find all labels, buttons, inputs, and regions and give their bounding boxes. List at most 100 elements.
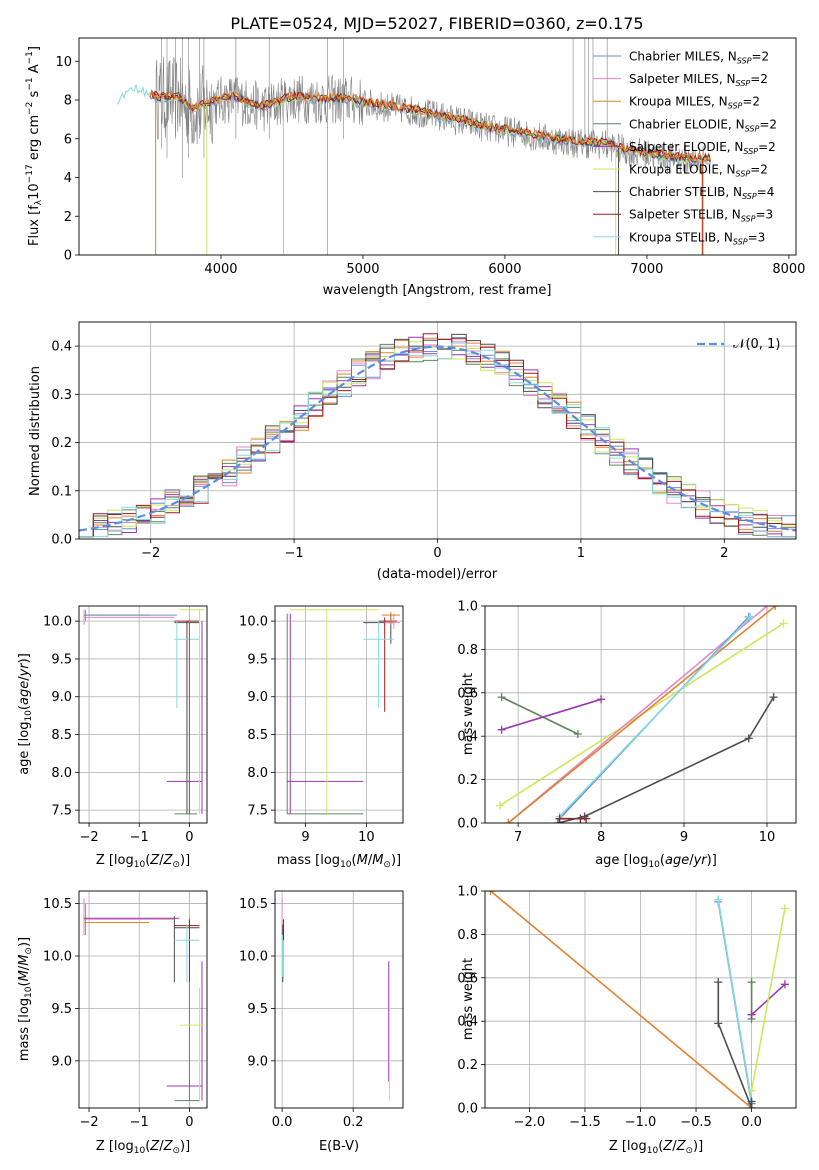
- y-tick-label: 7.5: [247, 804, 268, 819]
- x-tick-label: −2.0: [514, 1115, 546, 1130]
- plot-area: [79, 333, 796, 538]
- y-tick-label: 0.4: [457, 1015, 478, 1030]
- y-tick-label: 2: [64, 210, 72, 225]
- weight-marker: [555, 814, 564, 823]
- x-tick-label: 0: [433, 546, 441, 561]
- x-tick-label: −2: [79, 830, 98, 845]
- legend-label: Salpeter STELIB, NSSP=3: [629, 208, 773, 224]
- legend-label: Chabrier MILES, NSSP=2: [629, 50, 769, 66]
- weight-marker: [747, 1086, 756, 1095]
- figure-title: PLATE=0524, MJD=52027, FIBERID=0360, z=0…: [230, 14, 643, 33]
- y-tick-label: 9.5: [247, 1002, 268, 1017]
- mass-age-xlabel: mass [log10(M/M⊙)]: [277, 853, 401, 870]
- plot-area: [286, 609, 400, 815]
- legend-label: Chabrier ELODIE, NSSP=2: [629, 117, 777, 133]
- legend-label: Kroupa ELODIE, NSSP=2: [629, 163, 768, 179]
- weight-marker: [597, 695, 606, 704]
- residual-xlabel: (data-model)/error: [377, 567, 498, 582]
- x-tick-label: −1.0: [625, 1115, 657, 1130]
- axes-frame: [484, 605, 797, 824]
- plot-area: [486, 891, 789, 1108]
- y-tick-label: 1.0: [457, 885, 478, 900]
- x-tick-label: 5000: [346, 262, 379, 277]
- weight-marker: [497, 725, 506, 734]
- x-tick-label: −2: [79, 1115, 98, 1130]
- y-tick-label: 0.4: [457, 730, 478, 745]
- weight-marker: [714, 895, 723, 904]
- residual-histogram: [79, 343, 796, 538]
- weight-marker: [747, 978, 756, 987]
- ebv-mass-xlabel: E(B-V): [319, 1139, 359, 1154]
- weight-marker: [573, 730, 582, 739]
- y-tick-label: 0.8: [457, 928, 478, 943]
- y-tick-label: 9.0: [247, 690, 268, 705]
- y-tick-label: 9.0: [51, 690, 72, 705]
- weight-marker: [762, 606, 771, 610]
- axes-frame: [274, 890, 404, 1109]
- y-tick-label: 0.8: [457, 643, 478, 658]
- y-tick-label: 9.5: [247, 652, 268, 667]
- weight-marker: [747, 1097, 756, 1106]
- y-tick-label: 0: [64, 249, 72, 264]
- weight-marker: [744, 734, 753, 743]
- weight-line: [750, 908, 786, 1091]
- spectrum-xlabel: wavelength [Angstrom, rest frame]: [323, 283, 552, 298]
- axes-frame: [78, 321, 797, 540]
- plot-area: [83, 609, 205, 815]
- weight-marker: [746, 612, 755, 621]
- weight-line: [507, 606, 768, 823]
- legend-label: Salpeter ELODIE, NSSP=2: [629, 140, 776, 156]
- weight-marker: [504, 819, 513, 823]
- x-tick-label: 9: [301, 830, 309, 845]
- plot-area: [116, 38, 711, 255]
- y-tick-label: 1.0: [457, 600, 478, 615]
- y-tick-label: 0.0: [457, 817, 478, 832]
- weight-marker: [553, 819, 562, 823]
- normal-curve: [79, 345, 796, 532]
- y-tick-label: 8.0: [247, 766, 268, 781]
- y-tick-label: 0.3: [51, 388, 72, 403]
- x-tick-label: 0.2: [343, 1115, 364, 1130]
- y-tick-label: 10: [55, 55, 72, 70]
- x-tick-label: 1: [577, 546, 585, 561]
- spectrum-ylabel: Flux [fλ10−17 erg cm−2 s−1 A−1]: [25, 46, 44, 246]
- residual-histogram: [79, 333, 796, 538]
- y-tick-label: 0.6: [457, 686, 478, 701]
- y-tick-label: 10.5: [43, 897, 72, 912]
- axes-frame: [78, 605, 208, 824]
- z-age-ylabel: age [log10(age/yr)]: [17, 653, 34, 775]
- y-tick-label: 9.0: [51, 1054, 72, 1069]
- x-tick-label: 0.0: [741, 1115, 762, 1130]
- weight-line: [557, 696, 775, 823]
- age-weight-ylabel: mass weight: [461, 673, 476, 755]
- weight-marker: [747, 1010, 756, 1019]
- z-age-panel: −2 −1 0 7.5 8.0 8.5 9.0 9.5 10.0: [43, 605, 208, 845]
- x-tick-label: 8: [597, 830, 605, 845]
- z-mass-ylabel: mass [log10(M/M⊙)]: [17, 937, 34, 1061]
- x-tick-label: 7000: [630, 262, 663, 277]
- z-age-xlabel: Z [log10(Z/Z⊙)]: [96, 853, 190, 870]
- y-tick-label: 8.0: [51, 766, 72, 781]
- y-tick-label: 9.5: [51, 1002, 72, 1017]
- age-weight-xlabel: age [log10(age/yr)]: [595, 853, 717, 870]
- legend-label: Chabrier STELIB, NSSP=4: [629, 185, 774, 201]
- x-tick-label: 0: [185, 830, 193, 845]
- weight-marker: [714, 1019, 723, 1028]
- weight-line: [490, 891, 753, 1108]
- y-tick-label: 4: [64, 171, 72, 186]
- age-weight-panel: 7 8 9 10 0.0 0.2 0.4 0.6 0.8 1.0: [457, 600, 797, 845]
- z-weight-xlabel: Z [log10(Z/Z⊙)]: [609, 1139, 703, 1156]
- x-tick-label: 0.0: [272, 1115, 293, 1130]
- x-tick-label: 9: [680, 830, 688, 845]
- x-tick-label: −1: [130, 1115, 149, 1130]
- weight-marker: [580, 812, 589, 821]
- x-tick-label: 2: [720, 546, 728, 561]
- model-spectrum: [149, 90, 711, 163]
- weight-line: [501, 696, 579, 735]
- weight-marker: [780, 980, 789, 989]
- weight-marker: [497, 693, 506, 702]
- y-tick-label: 8.5: [247, 728, 268, 743]
- x-tick-label: −1: [130, 830, 149, 845]
- residual-ylabel: Normed distribution: [28, 366, 43, 496]
- weight-marker: [714, 978, 723, 987]
